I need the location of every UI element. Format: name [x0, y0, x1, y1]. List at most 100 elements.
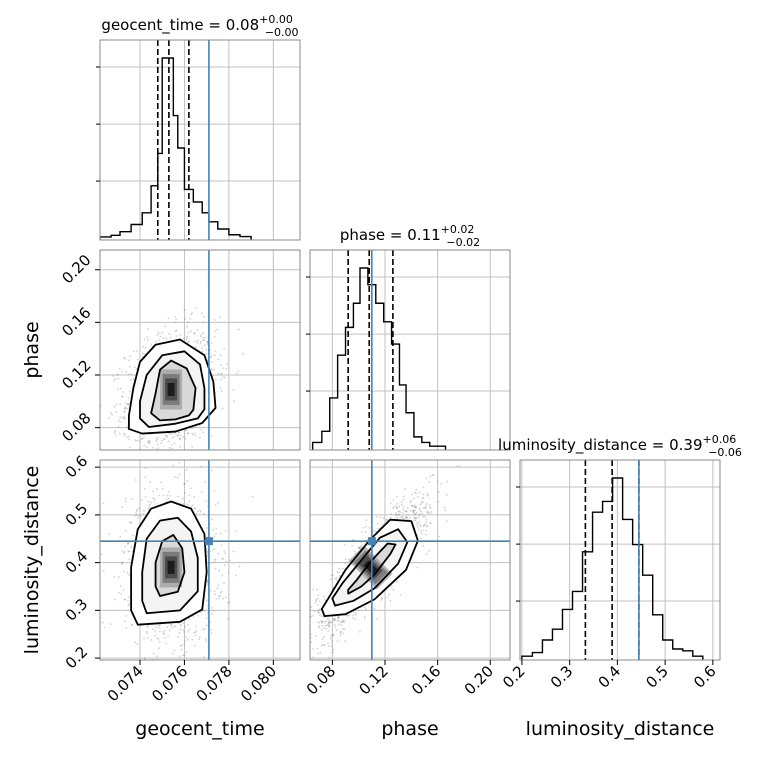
scatter-point: [213, 590, 216, 593]
scatter-point: [411, 504, 413, 507]
scatter-point: [190, 505, 193, 508]
scatter-point: [194, 634, 197, 637]
scatter-point: [151, 446, 154, 449]
scatter-point: [149, 481, 152, 483]
scatter-point: [220, 544, 223, 546]
scatter-point: [237, 328, 240, 331]
scatter-point: [420, 530, 422, 533]
scatter-point: [214, 378, 217, 381]
scatter-point: [175, 329, 178, 332]
scatter-point: [228, 559, 231, 562]
scatter-point: [214, 558, 216, 561]
scatter-point: [184, 491, 186, 494]
scatter-point: [326, 624, 329, 626]
scatter-point: [127, 403, 130, 406]
scatter-point: [191, 445, 194, 448]
scatter-point: [121, 550, 124, 552]
scatter-point: [131, 498, 134, 501]
scatter-point: [147, 500, 150, 503]
scatter-point: [178, 431, 181, 434]
scatter-point: [214, 503, 217, 506]
x-tick-label: 0.16: [408, 662, 444, 698]
scatter-point: [151, 628, 154, 631]
scatter-point: [422, 507, 425, 509]
scatter-point: [122, 417, 125, 420]
scatter-point: [136, 358, 139, 361]
scatter-point: [328, 624, 331, 627]
scatter-point: [161, 487, 164, 490]
scatter-point: [185, 636, 187, 639]
scatter-point: [209, 589, 212, 592]
scatter-point: [298, 682, 300, 684]
scatter-point: [210, 632, 213, 634]
scatter-point: [123, 457, 125, 459]
scatter-point: [169, 624, 172, 626]
scatter-point: [167, 454, 169, 456]
scatter-point: [211, 518, 214, 521]
scatter-point: [318, 621, 321, 624]
scatter-point: [136, 350, 139, 353]
scatter-point: [171, 444, 173, 447]
scatter-point: [219, 354, 222, 357]
scatter-point: [118, 367, 121, 370]
scatter-point: [174, 315, 177, 318]
scatter-point: [395, 514, 398, 517]
panel-hist-geocent_time: geocent_time = 0.08+0.00 −0.00: [96, 13, 301, 241]
scatter-point: [128, 446, 131, 449]
scatter-point: [139, 514, 142, 517]
scatter-point: [191, 504, 194, 507]
scatter-point: [143, 353, 146, 356]
y-tick-label: 0.20: [58, 251, 94, 287]
scatter-point: [330, 645, 333, 647]
scatter-point: [184, 640, 186, 643]
scatter-point: [312, 656, 315, 659]
scatter-point: [183, 318, 186, 320]
scatter-point: [168, 452, 170, 454]
scatter-point: [431, 473, 434, 476]
scatter-point: [318, 625, 320, 627]
scatter-point: [136, 643, 139, 646]
scatter-point: [402, 495, 405, 498]
scatter-point: [191, 312, 194, 315]
scatter-point: [134, 641, 137, 644]
scatter-point: [353, 549, 356, 552]
scatter-point: [420, 510, 422, 513]
scatter-point: [414, 506, 417, 509]
scatter-point: [155, 488, 158, 490]
scatter-point: [414, 513, 417, 516]
scatter-point: [406, 516, 409, 519]
scatter-point: [315, 599, 318, 602]
scatter-point: [327, 645, 330, 648]
panel-frame: [309, 459, 511, 661]
scatter-point: [381, 597, 384, 600]
scatter-point: [134, 511, 137, 514]
scatter-point: [405, 510, 408, 512]
scatter-point: [316, 588, 318, 591]
scatter-point: [126, 542, 129, 545]
scatter-point: [200, 312, 203, 315]
scatter-point: [339, 632, 342, 635]
scatter-point: [342, 619, 345, 622]
scatter-point: [126, 426, 129, 429]
scatter-point: [221, 376, 224, 379]
density-core: [160, 369, 183, 410]
scatter-point: [200, 428, 202, 431]
scatter-point: [197, 614, 200, 617]
scatter-point: [193, 332, 196, 335]
scatter-point: [147, 440, 150, 443]
scatter-point: [128, 435, 130, 438]
scatter-point: [157, 436, 160, 439]
scatter-point: [446, 480, 449, 483]
scatter-point: [413, 512, 415, 515]
scatter-point: [351, 544, 354, 547]
scatter-point: [162, 337, 165, 340]
scatter-point: [132, 350, 135, 353]
scatter-point: [120, 387, 122, 390]
scatter-point: [233, 400, 235, 403]
scatter-point: [217, 455, 219, 457]
scatter-point: [152, 490, 154, 493]
scatter-point: [203, 315, 205, 318]
panel-phase-vs-luminosity_distance: [298, 459, 511, 684]
panel-frame: [99, 249, 301, 451]
scatter-point: [158, 626, 161, 629]
